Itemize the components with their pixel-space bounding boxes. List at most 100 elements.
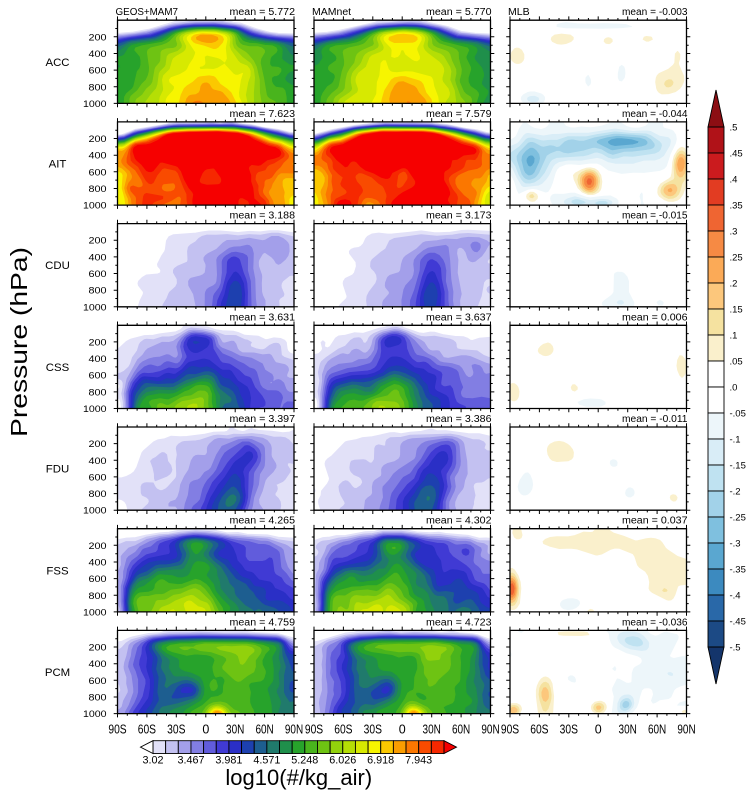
svg-text:mean = -0.003: mean = -0.003 (622, 7, 688, 18)
svg-text:.3: .3 (730, 226, 738, 237)
svg-text:mean = 4.302: mean = 4.302 (426, 516, 492, 527)
svg-text:.15: .15 (730, 304, 743, 315)
svg-text:400: 400 (89, 49, 107, 60)
svg-text:0: 0 (399, 723, 406, 737)
svg-text:30N: 30N (619, 723, 637, 737)
svg-text:log10(#/kg_air): log10(#/kg_air) (225, 765, 372, 790)
svg-text:90N: 90N (677, 723, 695, 737)
svg-text:90N: 90N (285, 723, 303, 737)
svg-text:30N: 30N (226, 723, 244, 737)
svg-text:90N: 90N (481, 723, 499, 737)
svg-text:60N: 60N (648, 723, 666, 737)
svg-text:AIT: AIT (49, 159, 67, 171)
svg-text:mean = 0.037: mean = 0.037 (622, 516, 688, 527)
svg-text:mean = 3.397: mean = 3.397 (230, 414, 296, 425)
svg-text:-.4: -.4 (730, 590, 741, 601)
svg-text:800: 800 (89, 591, 107, 602)
svg-text:800: 800 (89, 489, 107, 500)
svg-text:-.2: -.2 (730, 486, 741, 497)
svg-text:.05: .05 (730, 356, 743, 367)
svg-text:6.918: 6.918 (367, 755, 394, 767)
svg-text:30N: 30N (423, 723, 441, 737)
svg-text:1000: 1000 (83, 506, 107, 517)
svg-text:1000: 1000 (83, 302, 107, 313)
svg-text:600: 600 (89, 676, 107, 687)
svg-text:.35: .35 (730, 200, 743, 211)
svg-text:30S: 30S (364, 723, 382, 737)
svg-text:mean = 0.006: mean = 0.006 (622, 312, 688, 323)
svg-text:30S: 30S (167, 723, 185, 737)
svg-text:Pressure (hPa): Pressure (hPa) (6, 247, 32, 437)
svg-text:800: 800 (89, 286, 107, 297)
svg-text:5.248: 5.248 (291, 755, 318, 767)
svg-text:-.1: -.1 (730, 434, 741, 445)
svg-text:200: 200 (89, 541, 107, 552)
svg-text:FSS: FSS (46, 565, 69, 577)
svg-text:60N: 60N (452, 723, 470, 737)
svg-text:MLB: MLB (508, 6, 530, 18)
svg-text:mean = -0.015: mean = -0.015 (622, 211, 688, 222)
svg-text:90S: 90S (305, 723, 323, 737)
svg-text:0: 0 (595, 723, 602, 737)
svg-text:60S: 60S (138, 723, 156, 737)
svg-text:400: 400 (89, 354, 107, 365)
svg-text:600: 600 (89, 167, 107, 178)
svg-text:mean = 3.173: mean = 3.173 (426, 211, 492, 222)
svg-text:600: 600 (89, 472, 107, 483)
svg-text:mean = 4.265: mean = 4.265 (230, 516, 296, 527)
svg-text:0: 0 (202, 723, 209, 737)
svg-text:400: 400 (89, 659, 107, 670)
svg-text:.45: .45 (730, 148, 743, 159)
svg-text:600: 600 (89, 574, 107, 585)
svg-text:60S: 60S (530, 723, 548, 737)
svg-text:200: 200 (89, 134, 107, 145)
svg-text:CDU: CDU (45, 260, 70, 272)
svg-text:GEOS+MAM7: GEOS+MAM7 (116, 6, 179, 18)
svg-text:PCM: PCM (45, 667, 70, 679)
svg-text:mean = 7.623: mean = 7.623 (230, 109, 296, 120)
svg-text:600: 600 (89, 66, 107, 77)
svg-text:.1: .1 (730, 330, 738, 341)
svg-text:1000: 1000 (83, 99, 107, 110)
svg-text:200: 200 (89, 32, 107, 43)
svg-text:1000: 1000 (83, 607, 107, 618)
svg-text:-.45: -.45 (730, 616, 746, 627)
svg-text:4.571: 4.571 (253, 755, 280, 767)
svg-text:-.5: -.5 (730, 642, 741, 653)
svg-text:CSS: CSS (46, 362, 70, 374)
svg-text:200: 200 (89, 439, 107, 450)
svg-text:-.35: -.35 (730, 564, 746, 575)
svg-text:mean = 5.770: mean = 5.770 (426, 7, 492, 18)
svg-text:200: 200 (89, 337, 107, 348)
svg-text:60N: 60N (255, 723, 273, 737)
svg-text:200: 200 (89, 643, 107, 654)
svg-text:-.25: -.25 (730, 512, 746, 523)
svg-text:-.3: -.3 (730, 538, 741, 549)
svg-text:600: 600 (89, 269, 107, 280)
svg-text:400: 400 (89, 252, 107, 263)
svg-text:.0: .0 (730, 382, 738, 393)
svg-text:mean = 5.772: mean = 5.772 (230, 7, 296, 18)
svg-text:mean = 4.759: mean = 4.759 (230, 617, 296, 628)
svg-text:mean = 4.723: mean = 4.723 (426, 617, 492, 628)
svg-text:1000: 1000 (83, 201, 107, 212)
svg-text:800: 800 (89, 184, 107, 195)
svg-text:1000: 1000 (83, 709, 107, 720)
svg-text:ACC: ACC (45, 57, 69, 69)
svg-text:.4: .4 (730, 174, 738, 185)
svg-text:-.15: -.15 (730, 460, 746, 471)
svg-text:.5: .5 (730, 122, 738, 133)
svg-text:30S: 30S (560, 723, 578, 737)
svg-text:400: 400 (89, 558, 107, 569)
svg-text:400: 400 (89, 456, 107, 467)
svg-text:800: 800 (89, 82, 107, 93)
svg-text:200: 200 (89, 236, 107, 247)
svg-text:-.05: -.05 (730, 408, 746, 419)
svg-text:800: 800 (89, 693, 107, 704)
svg-text:1000: 1000 (83, 404, 107, 415)
svg-text:800: 800 (89, 387, 107, 398)
svg-text:400: 400 (89, 151, 107, 162)
svg-text:.25: .25 (730, 252, 743, 263)
svg-text:mean = 3.386: mean = 3.386 (426, 414, 492, 425)
svg-text:mean = 3.188: mean = 3.188 (230, 211, 296, 222)
